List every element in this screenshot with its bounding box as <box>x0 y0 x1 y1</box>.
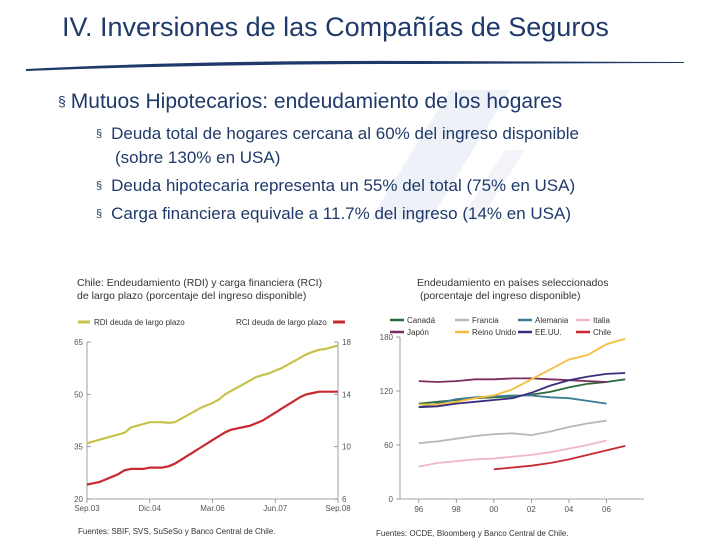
legend-label-rci: RCI deuda de largo plazo <box>236 318 327 327</box>
sub-bullet-continuation: (sobre 130% en USA) <box>115 148 280 168</box>
bullet-icon: § <box>96 128 103 140</box>
title-underline <box>26 60 684 71</box>
sub-bullet-text: Deuda total de hogares cercana al 60% de… <box>111 124 579 143</box>
bullet-icon: § <box>96 208 103 220</box>
legend-label: Reino Unido <box>472 328 517 337</box>
series-line-francia <box>418 419 607 445</box>
legend-label-rdi: RDI deuda de largo plazo <box>94 318 185 327</box>
chart-source: Fuentes: OCDE, Bloomberg y Banco Central… <box>376 529 569 538</box>
legend-label: Alemania <box>535 316 569 325</box>
legend-label: Canadá <box>407 316 436 325</box>
series-line-jap-n <box>418 377 607 383</box>
y-tick-label: 120 <box>380 387 394 396</box>
series-line-ee-uu- <box>418 372 626 409</box>
x-tick-label: Jun.07 <box>263 504 288 513</box>
x-tick-label: Dic.04 <box>138 504 161 513</box>
x-tick-label: 96 <box>414 505 423 514</box>
chile-debt-chart: RDI deuda de largo plazo RCI deuda de lar… <box>74 318 351 536</box>
left-chart-caption: Chile: Endeudamiento (RDI) y carga finan… <box>77 277 322 302</box>
caption-line: (porcentaje del ingreso disponible) <box>420 289 581 302</box>
legend-label: Japón <box>407 328 429 337</box>
y-tick-label-right: 18 <box>342 338 351 347</box>
watermark-logo <box>370 90 525 220</box>
y-tick-label-right: 10 <box>342 443 351 452</box>
page-title: IV. Inversiones de las Compañías de Segu… <box>62 12 609 42</box>
y-tick-label: 180 <box>380 333 394 342</box>
chart-source: Fuentes: SBIF, SVS, SuSeSo y Banco Centr… <box>78 527 275 536</box>
y-tick-label-right: 14 <box>342 390 351 399</box>
countries-debt-chart: Canadá Francia Alemania Italia Japón Reino Un… <box>376 316 644 538</box>
sub-bullet-text: (sobre 130% en USA) <box>115 148 281 167</box>
caption-line: de largo plazo (porcentaje del ingreso d… <box>77 289 307 302</box>
y-tick-label-left: 65 <box>74 338 83 347</box>
x-tick-label: Mar.06 <box>200 504 225 513</box>
legend-label: Francia <box>472 316 499 325</box>
series-line-alemania <box>418 394 607 409</box>
sub-bullet: § Deuda hipotecaria representa un 55% del… <box>96 176 575 196</box>
series-line-italia <box>418 439 607 468</box>
x-tick-label: 02 <box>527 505 536 514</box>
x-tick-label: Sep.08 <box>325 504 351 513</box>
series-line-reino-unido <box>418 337 626 406</box>
x-tick-label: Sep.03 <box>74 504 100 513</box>
series-line-rdi <box>86 344 339 445</box>
y-tick-label-left: 35 <box>74 443 83 452</box>
caption-line: Chile: Endeudamiento (RDI) y carga finan… <box>77 277 323 289</box>
y-tick-label-right: 6 <box>342 495 347 504</box>
bullet-icon: § <box>58 93 66 109</box>
x-tick-label: 04 <box>564 505 573 514</box>
x-tick-label: 00 <box>489 505 498 514</box>
sub-bullet: § Deuda total de hogares cercana al 60% d… <box>96 124 579 144</box>
x-tick-label: 98 <box>452 505 461 514</box>
sub-bullet-text: Carga financiera equivale a 11.7% del in… <box>111 204 572 223</box>
legend-label: Italia <box>593 316 610 325</box>
sub-bullet: § Carga financiera equivale a 11.7% del i… <box>96 204 571 224</box>
bullet-icon: § <box>96 180 103 192</box>
caption-line: Endeudamiento en países seleccionados <box>417 277 609 289</box>
sub-bullet-text: Deuda hipotecaria representa un 55% del … <box>111 176 576 195</box>
x-tick-label: 06 <box>602 505 611 514</box>
y-tick-label: 0 <box>389 495 394 504</box>
y-tick-label-left: 50 <box>74 390 83 399</box>
y-tick-label-left: 20 <box>74 495 83 504</box>
main-bullet-text: Mutuos Hipotecarios: endeudamiento de lo… <box>70 90 563 113</box>
series-line-chile <box>493 445 626 471</box>
y-tick-label: 60 <box>384 441 393 450</box>
legend-label: Chile <box>593 328 612 337</box>
legend-label: EE.UU. <box>535 328 562 337</box>
main-bullet: § Mutuos Hipotecarios: endeudamiento de l… <box>58 90 562 114</box>
series-line-rci <box>86 390 338 486</box>
right-chart-caption: Endeudamiento en países seleccionados (p… <box>417 277 608 302</box>
